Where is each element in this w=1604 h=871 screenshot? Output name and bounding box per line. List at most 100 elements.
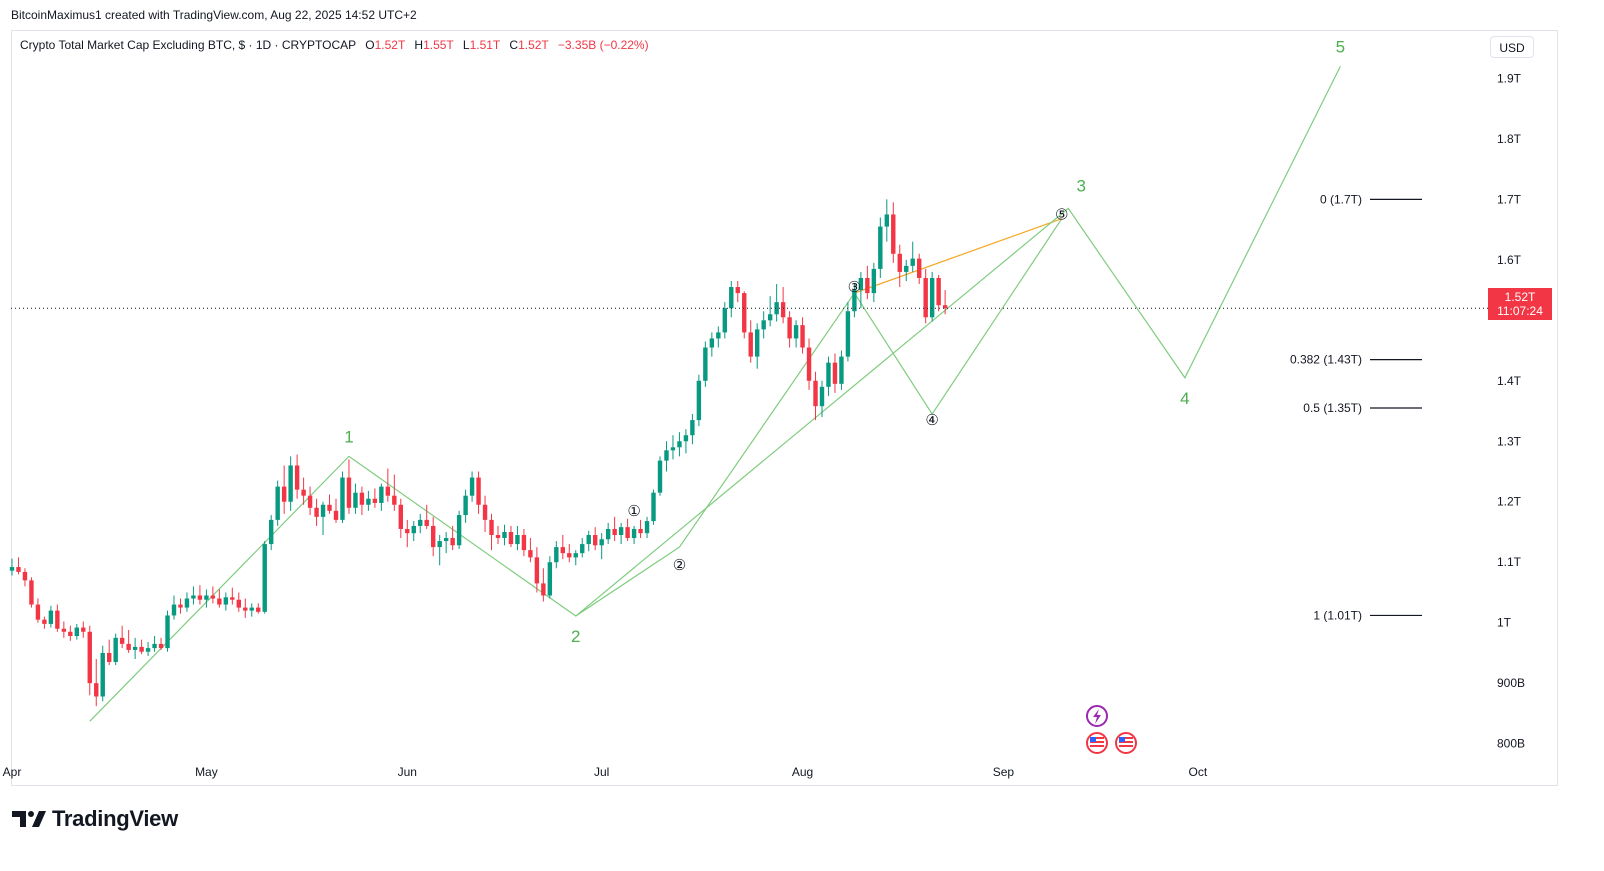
- candle[interactable]: [917, 253, 922, 285]
- us-flag-icon[interactable]: [1086, 732, 1108, 754]
- candle[interactable]: [398, 498, 403, 539]
- candle[interactable]: [638, 519, 643, 539]
- candle[interactable]: [800, 317, 805, 354]
- candle[interactable]: [379, 483, 384, 511]
- candle[interactable]: [55, 604, 60, 632]
- candle[interactable]: [489, 513, 494, 551]
- candle[interactable]: [456, 510, 462, 549]
- candle[interactable]: [716, 326, 721, 348]
- candle[interactable]: [119, 625, 125, 649]
- candle[interactable]: [599, 533, 604, 560]
- candle[interactable]: [22, 568, 28, 587]
- currency-button[interactable]: USD: [1490, 36, 1534, 58]
- candle[interactable]: [87, 625, 92, 696]
- candle[interactable]: [236, 592, 241, 612]
- candle[interactable]: [942, 290, 948, 315]
- candle[interactable]: [340, 471, 345, 523]
- candle[interactable]: [528, 538, 533, 563]
- candle[interactable]: [197, 585, 203, 605]
- candle[interactable]: [910, 241, 915, 272]
- candle[interactable]: [806, 338, 812, 390]
- candle[interactable]: [94, 658, 99, 707]
- candle[interactable]: [593, 527, 598, 551]
- candle[interactable]: [249, 603, 254, 617]
- candle[interactable]: [793, 320, 799, 348]
- candle[interactable]: [366, 490, 371, 511]
- candle[interactable]: [547, 556, 553, 599]
- candle[interactable]: [495, 525, 501, 545]
- candle[interactable]: [132, 637, 138, 659]
- candle[interactable]: [35, 598, 41, 623]
- candle[interactable]: [385, 468, 391, 502]
- candle[interactable]: [158, 637, 164, 650]
- candle[interactable]: [936, 274, 941, 312]
- candle[interactable]: [204, 589, 209, 608]
- candle[interactable]: [145, 642, 151, 656]
- candle[interactable]: [346, 459, 352, 514]
- candle[interactable]: [644, 516, 650, 539]
- candle[interactable]: [567, 544, 572, 563]
- candle[interactable]: [288, 456, 293, 511]
- candle[interactable]: [68, 625, 73, 641]
- candle[interactable]: [223, 592, 229, 611]
- candle[interactable]: [74, 623, 79, 640]
- candle[interactable]: [210, 586, 216, 604]
- candle[interactable]: [508, 525, 514, 548]
- candle[interactable]: [333, 498, 339, 523]
- candle[interactable]: [482, 495, 488, 532]
- candle[interactable]: [541, 568, 546, 602]
- candle[interactable]: [845, 302, 851, 362]
- candle[interactable]: [16, 557, 21, 575]
- candle[interactable]: [281, 465, 287, 514]
- lightning-event-icon[interactable]: [1086, 705, 1108, 727]
- candle[interactable]: [657, 456, 663, 496]
- candle[interactable]: [735, 280, 740, 303]
- candle[interactable]: [521, 528, 527, 557]
- candle[interactable]: [761, 311, 766, 339]
- candle[interactable]: [81, 621, 86, 638]
- candle[interactable]: [469, 471, 475, 502]
- candle[interactable]: [878, 217, 883, 278]
- candle[interactable]: [651, 489, 656, 525]
- candle[interactable]: [100, 645, 105, 702]
- candle[interactable]: [320, 501, 326, 536]
- candle[interactable]: [405, 519, 410, 548]
- candle[interactable]: [554, 541, 559, 569]
- candle[interactable]: [748, 320, 753, 363]
- sub-wave-orange-line[interactable]: [854, 218, 1062, 294]
- candle[interactable]: [677, 432, 682, 457]
- candle[interactable]: [171, 595, 177, 620]
- candle[interactable]: [929, 271, 935, 322]
- candle[interactable]: [722, 302, 727, 339]
- candle[interactable]: [605, 522, 611, 545]
- candle[interactable]: [443, 531, 449, 554]
- candle[interactable]: [392, 474, 397, 511]
- candle[interactable]: [294, 454, 300, 499]
- candle[interactable]: [437, 535, 442, 566]
- candle[interactable]: [625, 518, 630, 542]
- candle[interactable]: [113, 633, 118, 666]
- candle[interactable]: [353, 483, 358, 514]
- candle[interactable]: [139, 639, 144, 655]
- candle[interactable]: [683, 429, 689, 454]
- candle[interactable]: [301, 477, 306, 505]
- candle[interactable]: [904, 259, 909, 281]
- candle[interactable]: [275, 480, 280, 526]
- candle[interactable]: [372, 488, 378, 508]
- candle[interactable]: [884, 199, 889, 242]
- candle[interactable]: [327, 494, 332, 514]
- candle[interactable]: [612, 516, 617, 542]
- candle[interactable]: [463, 489, 468, 523]
- candle[interactable]: [502, 524, 507, 546]
- candle[interactable]: [696, 374, 702, 427]
- candle[interactable]: [852, 284, 857, 318]
- candle[interactable]: [29, 577, 34, 608]
- candle[interactable]: [858, 271, 864, 309]
- candle[interactable]: [670, 435, 676, 460]
- tradingview-logo[interactable]: TradingView: [12, 806, 178, 832]
- candle[interactable]: [359, 486, 365, 516]
- candle[interactable]: [755, 323, 760, 369]
- chart-frame[interactable]: [11, 30, 1558, 786]
- candle[interactable]: [152, 636, 157, 652]
- candle[interactable]: [191, 586, 196, 605]
